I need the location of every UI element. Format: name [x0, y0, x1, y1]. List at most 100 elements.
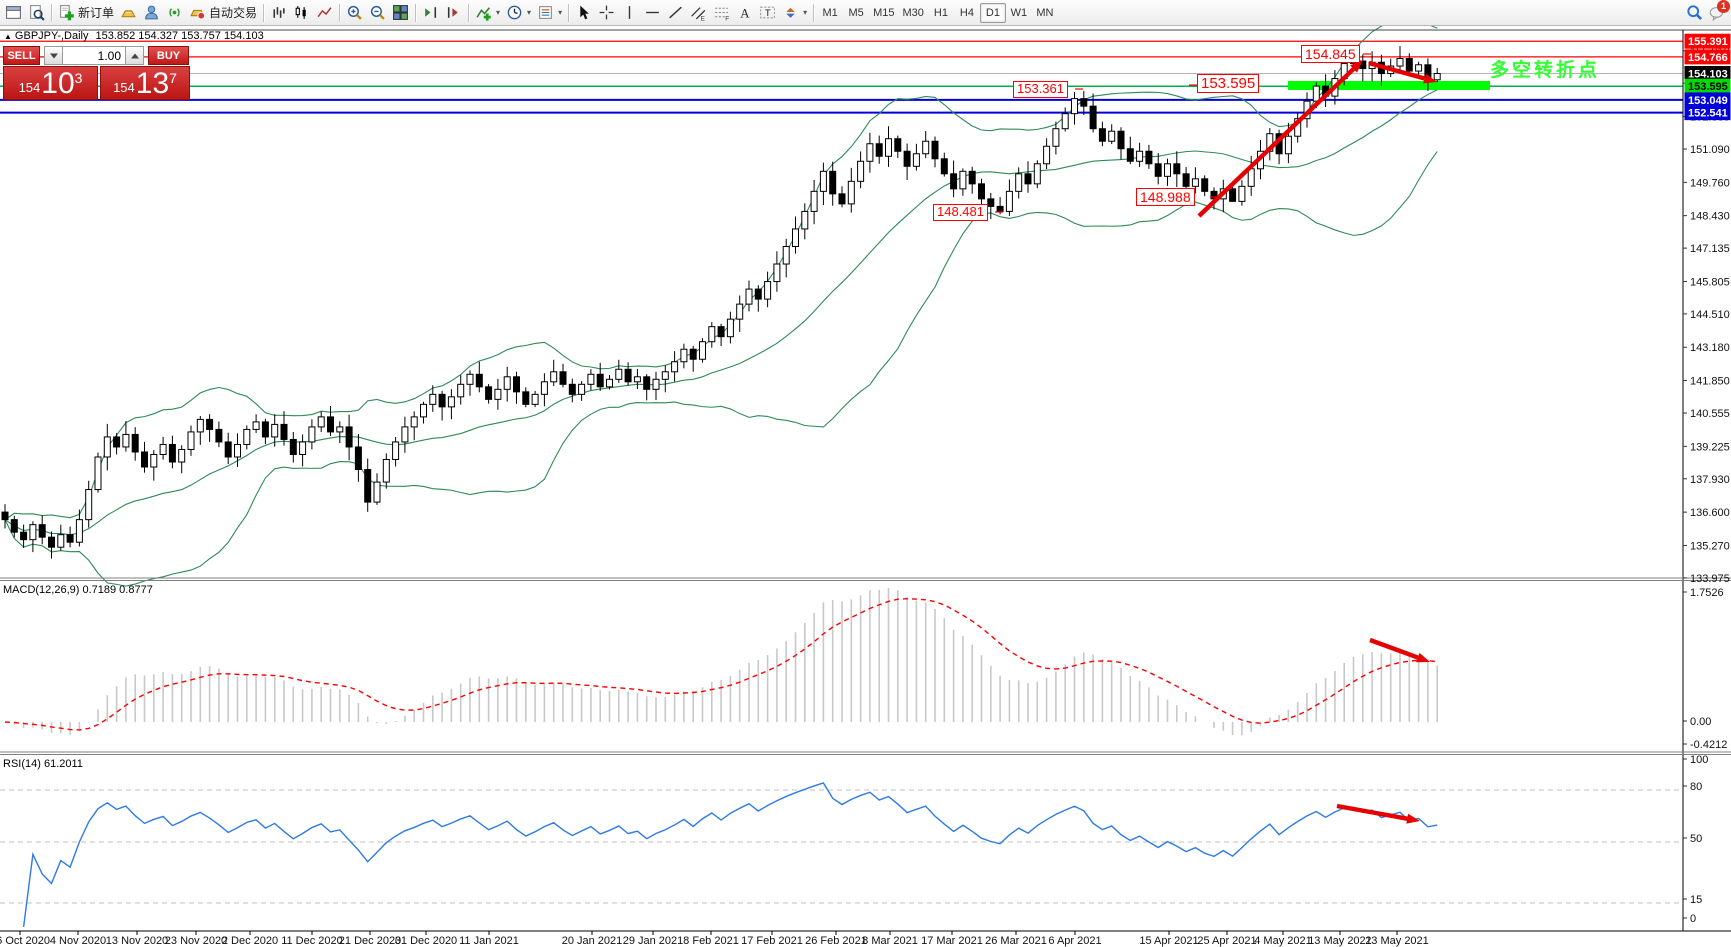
new-chart-icon — [6, 6, 21, 19]
sell-price-box[interactable]: 154 10 3 — [3, 66, 98, 100]
price-axis-tick: 139.225 — [1690, 441, 1730, 453]
cursor-button[interactable] — [572, 2, 595, 24]
horizontal-line-button[interactable] — [641, 2, 664, 24]
chevron-down-icon: ▾ — [527, 8, 532, 17]
timeframe-m15[interactable]: M15 — [869, 3, 898, 23]
toolbar-separator — [813, 3, 815, 22]
auto-trading-icon — [190, 9, 206, 20]
timeframe-m1[interactable]: M1 — [817, 3, 843, 23]
indicators-button[interactable]: ▾ — [472, 2, 503, 24]
sell-pipette: 3 — [74, 70, 83, 86]
svg-text:T: T — [765, 8, 771, 19]
timeframe-w1[interactable]: W1 — [1006, 3, 1032, 23]
auto-trading-button[interactable]: 自动交易 — [186, 2, 260, 24]
cursor-icon — [580, 5, 589, 20]
bar-chart-mode-button[interactable] — [267, 2, 290, 24]
date-axis-label: 8 Mar 2021 — [862, 935, 918, 947]
timeframe-m5[interactable]: M5 — [843, 3, 869, 23]
new-order-button[interactable]: 新订单 — [55, 2, 117, 24]
zoom-out-icon — [370, 5, 385, 20]
zoom-in-icon — [347, 5, 362, 20]
macd-label: MACD(12,26,9) 0.7189 0.8777 — [3, 584, 153, 596]
signals-icon — [169, 8, 180, 17]
bollinger-middle — [4, 89, 1438, 536]
turning-point-note: 多空转折点 — [1490, 60, 1601, 81]
search-icon — [1687, 5, 1702, 20]
price-annotation-148.988: 148.988 — [1136, 188, 1195, 207]
signals-button[interactable] — [163, 2, 186, 24]
date-axis-label: 26 Oct 2020 — [0, 935, 50, 947]
timeframe-m30[interactable]: M30 — [899, 3, 928, 23]
price-annotation-153.595: 153.595 — [1197, 74, 1260, 94]
line-chart-mode-button[interactable] — [313, 2, 336, 24]
chart-shift-button[interactable] — [442, 2, 465, 24]
price-badge-154.103 — [1684, 65, 1731, 81]
price-badge-text: 154.766 — [1688, 52, 1728, 64]
price-annotation-148.481: 148.481 — [933, 204, 988, 221]
price-axis-tick: 149.760 — [1690, 177, 1730, 189]
timeframe-d1[interactable]: D1 — [979, 2, 1006, 23]
zoom-in-button[interactable] — [343, 2, 366, 24]
line-chart-mode-icon — [317, 7, 332, 18]
trendline-icon — [669, 6, 682, 19]
new-order-icon — [60, 5, 74, 21]
templates-button[interactable]: ▾ — [534, 2, 565, 24]
volume-input[interactable] — [63, 46, 125, 65]
zoom-out-button[interactable] — [366, 2, 389, 24]
timeframe-mn[interactable]: MN — [1032, 3, 1058, 23]
date-axis-label: 15 Apr 2021 — [1139, 935, 1198, 947]
buy-price-box[interactable]: 154 13 7 — [100, 66, 190, 100]
one-click-trading-panel: SELL BUY 154 10 3 154 13 7 — [3, 46, 191, 100]
timeframe-h4[interactable]: H4 — [954, 3, 980, 23]
candlestick-mode-button[interactable] — [290, 2, 313, 24]
timeframe-h1[interactable]: H1 — [928, 3, 954, 23]
price-axis-tick: 151.090 — [1690, 144, 1730, 156]
ohlc-values: 153.852 154.327 153.757 154.103 — [95, 30, 264, 42]
annotation-arrow-3 — [1336, 803, 1408, 821]
buy-pipette: 7 — [169, 70, 177, 86]
volume-decrease-button[interactable] — [44, 46, 63, 65]
annotation-arrowhead-2 — [1416, 652, 1430, 663]
toolbar-separator — [51, 3, 52, 22]
notification-badge: 1 — [1717, 0, 1730, 13]
profiles-preview-button[interactable] — [25, 2, 48, 24]
equidistant-channel-button[interactable]: E — [687, 2, 710, 24]
toolbar-separator — [263, 3, 265, 22]
candlesticks — [1, 46, 1441, 559]
price-annotation-153.361: 153.361 — [1013, 81, 1068, 98]
text-label-icon: T — [760, 6, 776, 19]
new-order-label: 新订单 — [78, 6, 115, 20]
annotation-arrowhead-0 — [1350, 60, 1363, 73]
sell-button[interactable]: SELL — [3, 46, 40, 65]
market-watch-button[interactable] — [140, 2, 163, 24]
auto-scroll-icon — [425, 7, 437, 18]
date-axis-label: 26 Feb 2021 — [805, 935, 867, 947]
notifications-button[interactable]: 1 — [1706, 0, 1730, 24]
macd-signal-line — [4, 598, 1438, 731]
tile-windows-button[interactable] — [389, 2, 412, 24]
crosshair-button[interactable] — [595, 2, 618, 24]
indicators-icon — [476, 7, 491, 21]
text-label-button[interactable]: T — [756, 2, 779, 24]
text-icon: A — [740, 6, 750, 20]
arrows-button[interactable]: ▾ — [779, 2, 810, 24]
fibonacci-retracement-button[interactable]: F — [710, 2, 733, 24]
search-button[interactable] — [1683, 2, 1706, 24]
volume-increase-button[interactable] — [125, 46, 144, 65]
date-axis-label: 11 Jan 2021 — [459, 935, 519, 947]
text-button[interactable]: A — [733, 2, 756, 24]
new-chart-button[interactable] — [2, 2, 25, 24]
vertical-line-button[interactable] — [618, 2, 641, 24]
buy-button[interactable]: BUY — [148, 46, 189, 65]
price-badge-153.595 — [1684, 78, 1731, 94]
price-axis-tick: 135.270 — [1690, 540, 1730, 552]
macd-histogram — [13, 588, 1438, 736]
auto-scroll-button[interactable] — [419, 2, 442, 24]
collapse-triangle-icon: ▲ — [4, 32, 12, 41]
trendline-button[interactable] — [664, 2, 687, 24]
sell-pips: 10 — [41, 67, 75, 100]
caret-up-icon — [130, 53, 139, 58]
metaeditor-button[interactable] — [117, 2, 140, 24]
periods-button[interactable]: ▾ — [503, 2, 534, 24]
